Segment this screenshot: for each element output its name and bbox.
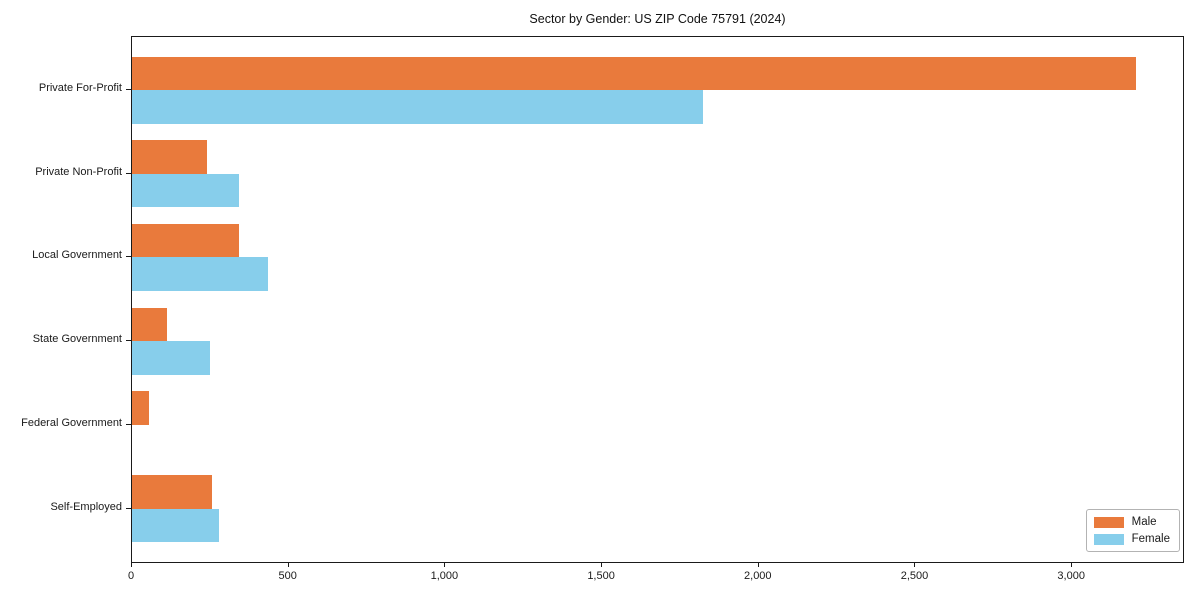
x-tick-mark-2 xyxy=(444,563,446,567)
x-tick-mark-4 xyxy=(757,563,759,567)
male-bar-3 xyxy=(132,307,168,342)
y-tick-mark-0 xyxy=(126,89,131,90)
y-tick-mark-3 xyxy=(126,340,131,342)
legend-item-female: Female xyxy=(1093,533,1170,545)
y-tick-label-4: Federal Government xyxy=(21,416,122,429)
x-tick-label-0: 0 xyxy=(127,570,135,582)
female-bar-1 xyxy=(132,173,239,208)
y-tick-label-5: Self-Employed xyxy=(50,500,122,513)
male-bar-5 xyxy=(132,475,212,509)
male-bar-4 xyxy=(132,391,149,425)
legend: Male Female xyxy=(1085,509,1180,552)
y-tick-label-0: Private For-Profit xyxy=(38,82,122,94)
x-tick-mark-6 xyxy=(1071,563,1073,567)
legend-label-male: Male xyxy=(1131,516,1157,528)
chart-title: Sector by Gender: US ZIP Code 75791 (202… xyxy=(529,12,786,26)
x-tick-label-5: 2,500 xyxy=(900,570,929,582)
y-tick-mark-5 xyxy=(126,507,131,509)
y-tick-mark-2 xyxy=(126,256,131,258)
y-tick-mark-1 xyxy=(126,172,131,174)
female-swatch xyxy=(1093,533,1124,545)
x-tick-label-4: 2,000 xyxy=(744,570,772,582)
male-swatch xyxy=(1093,516,1124,528)
legend-label-female: Female xyxy=(1131,533,1170,545)
x-tick-mark-3 xyxy=(601,563,603,567)
plot-area: Male Female xyxy=(131,36,1184,563)
female-bar-0 xyxy=(132,90,703,124)
male-bar-1 xyxy=(132,140,208,174)
y-tick-label-3: State Government xyxy=(32,333,122,346)
x-tick-mark-5 xyxy=(914,563,916,567)
y-tick-label-2: Local Government xyxy=(32,249,122,262)
x-tick-label-2: 1,000 xyxy=(430,570,459,582)
y-tick-mark-4 xyxy=(126,423,131,425)
legend-item-male: Male xyxy=(1093,516,1170,528)
female-bar-5 xyxy=(132,508,220,542)
x-tick-label-6: 3,000 xyxy=(1057,570,1085,582)
female-bar-3 xyxy=(132,341,211,375)
male-bar-0 xyxy=(132,56,1137,90)
x-tick-label-1: 500 xyxy=(278,570,297,582)
male-bar-2 xyxy=(132,223,239,258)
x-tick-mark-0 xyxy=(131,563,132,567)
x-tick-label-3: 1,500 xyxy=(587,570,615,582)
y-tick-label-1: Private Non-Profit xyxy=(35,165,122,178)
female-bar-2 xyxy=(132,257,269,291)
x-tick-mark-1 xyxy=(287,563,289,567)
